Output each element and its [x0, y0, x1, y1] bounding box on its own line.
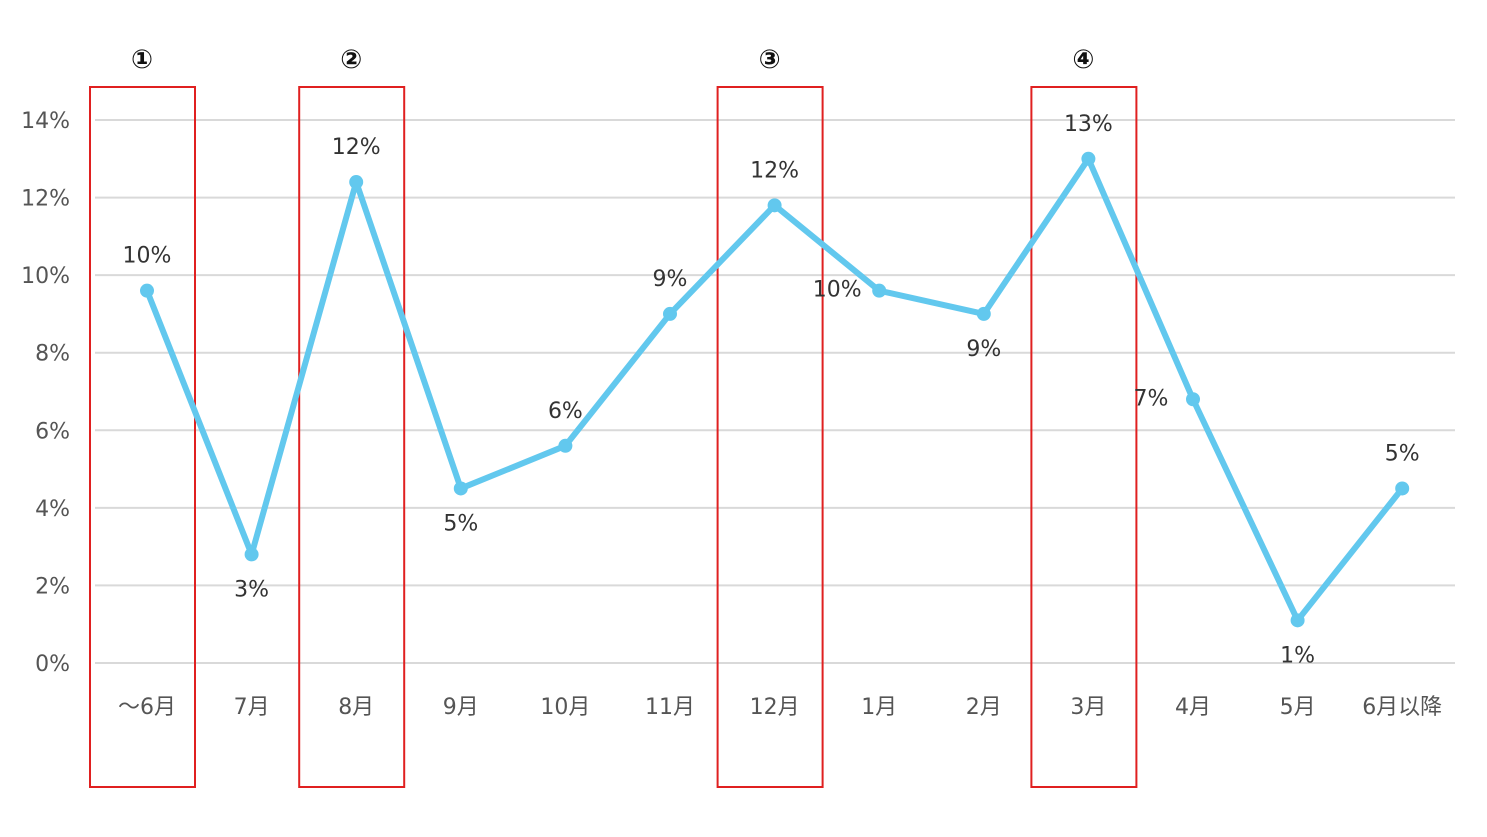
x-tick-label: 5月 — [1280, 695, 1316, 720]
data-label: 10% — [813, 278, 862, 303]
x-tick-label: 8月 — [338, 695, 374, 720]
y-tick-label: 4% — [35, 497, 70, 522]
y-tick-label: 14% — [21, 109, 70, 134]
highlight-marker-label: ① — [131, 45, 153, 75]
data-points — [140, 151, 1410, 628]
data-point — [872, 283, 887, 298]
data-label: 12% — [332, 135, 381, 160]
x-tick-label: 9月 — [443, 695, 479, 720]
data-point — [349, 175, 364, 190]
x-tick-label: 2月 — [966, 695, 1002, 720]
gridlines — [95, 119, 1455, 664]
x-tick-label: 3月 — [1070, 695, 1106, 720]
data-label: 5% — [1385, 441, 1420, 466]
data-label: 1% — [1280, 643, 1315, 668]
data-label: 6% — [548, 399, 583, 424]
data-point — [453, 481, 468, 496]
data-labels: 10% 3% 12% 5% 6% 9% 12% 10% 9% 13% 7% 1% 5% — [123, 112, 1420, 669]
x-tick-label: 6月以降 — [1362, 695, 1442, 720]
data-label: 3% — [234, 577, 269, 602]
y-tick-label: 0% — [35, 652, 70, 677]
highlight-box — [716, 86, 824, 788]
highlight-marker-label: ③ — [759, 45, 781, 75]
x-axis-ticks: 〜6月 7月 8月 9月 10月 11月 12月 1月 2月 3月 4月 5月 6月以降 — [118, 695, 1442, 720]
data-point — [1186, 392, 1200, 407]
series-line-group — [144, 155, 1406, 624]
data-point — [767, 198, 782, 213]
x-tick-label: 4月 — [1175, 695, 1211, 720]
highlight-box — [1030, 86, 1138, 788]
data-label: 9% — [966, 337, 1001, 362]
data-point — [663, 306, 677, 321]
data-point — [140, 283, 154, 298]
data-label: 13% — [1064, 112, 1113, 137]
highlight-box — [298, 86, 406, 788]
data-label: 7% — [1134, 386, 1169, 411]
highlight-marker-label: ② — [340, 45, 362, 75]
y-tick-label: 10% — [21, 264, 70, 289]
x-tick-label: 12月 — [750, 695, 800, 720]
y-axis-ticks: 0% 2% 4% 6% 8% 10% 12% 14% — [21, 109, 70, 677]
y-tick-label: 12% — [21, 187, 70, 212]
data-label: 12% — [750, 158, 799, 183]
data-point — [558, 438, 573, 453]
data-label: 9% — [653, 267, 688, 292]
data-point — [244, 547, 259, 562]
y-tick-label: 6% — [35, 419, 70, 444]
y-tick-label: 2% — [35, 574, 70, 599]
highlight-marker-label: ④ — [1072, 45, 1094, 75]
data-point — [1290, 613, 1305, 628]
data-label: 10% — [123, 244, 172, 269]
series-line — [144, 155, 1406, 624]
x-tick-label: 〜6月 — [118, 695, 176, 720]
highlight-boxes: ① ② ③ ④ — [89, 45, 1138, 788]
x-tick-label: 11月 — [645, 695, 695, 720]
data-point — [1081, 151, 1096, 166]
x-tick-label: 1月 — [861, 695, 897, 720]
y-tick-label: 8% — [35, 342, 70, 367]
data-label: 5% — [443, 511, 478, 536]
x-tick-label: 10月 — [540, 695, 590, 720]
x-tick-label: 7月 — [234, 695, 270, 720]
data-point — [976, 306, 991, 321]
data-point — [1395, 481, 1410, 496]
highlight-box — [89, 86, 196, 788]
